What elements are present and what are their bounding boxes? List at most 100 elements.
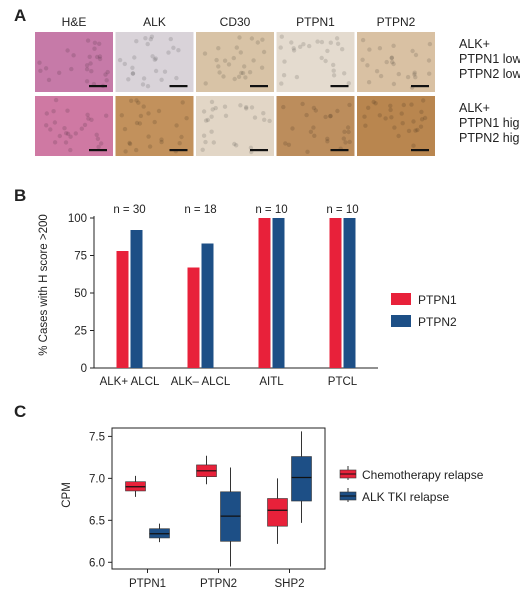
row-label-line: ALK+	[459, 37, 490, 51]
tile-texture	[123, 149, 128, 154]
tile-texture	[88, 61, 93, 66]
histology-tile	[196, 96, 274, 156]
tile-texture	[238, 103, 243, 108]
tile-texture	[130, 65, 135, 71]
tile-texture	[308, 129, 314, 134]
bar-ptpn1	[187, 267, 200, 368]
tile-texture	[325, 139, 330, 144]
bar-chart-ylabel: % Cases with H score >200	[38, 214, 50, 356]
tile-texture	[261, 111, 266, 116]
tile-texture	[366, 105, 371, 111]
tile-texture	[367, 47, 372, 52]
tile-texture	[373, 101, 378, 106]
tile-texture	[298, 44, 303, 49]
tile-texture	[346, 81, 351, 86]
tile-texture	[87, 54, 92, 59]
tile-texture	[221, 74, 226, 79]
tile-texture	[37, 60, 42, 65]
histology-tile	[196, 32, 274, 92]
tile-texture	[134, 147, 139, 153]
tile-texture	[137, 121, 143, 126]
legend-label: ALK TKI relapse	[362, 490, 449, 504]
tile-texture	[325, 48, 330, 54]
tile-texture	[401, 102, 406, 108]
tile-texture	[73, 131, 79, 136]
tile-texture	[127, 141, 133, 147]
y-tick-label: 6.5	[89, 515, 105, 527]
scale-bar	[250, 149, 268, 152]
scale-bar	[330, 85, 349, 88]
row-label-line: PTPN2 low	[459, 67, 520, 81]
tile-texture	[319, 55, 324, 61]
tile-texture	[328, 113, 333, 119]
tile-texture	[383, 116, 388, 121]
tile-texture	[340, 47, 345, 52]
scale-bar	[330, 149, 349, 152]
row-label-line: PTPN1 low	[459, 52, 520, 66]
tile-texture	[244, 105, 249, 110]
tile-texture	[134, 98, 139, 103]
tile-texture	[331, 68, 336, 73]
tile-texture	[145, 41, 150, 47]
histology-tile	[35, 96, 113, 156]
stain-header-3: PTPN1	[296, 15, 335, 29]
tile-texture	[248, 145, 254, 150]
tile-texture	[282, 59, 287, 64]
panel-b-letter: B	[14, 186, 26, 205]
scale-bar	[411, 85, 429, 88]
sample-size-annotation: n = 30	[113, 204, 145, 216]
tile-texture	[342, 71, 347, 76]
y-tick-label: 0	[81, 363, 87, 375]
tile-texture	[214, 57, 219, 63]
tile-texture	[216, 64, 221, 69]
tile-texture	[152, 119, 157, 125]
scale-bar	[169, 85, 188, 88]
scale-bar	[169, 149, 188, 152]
tile-texture	[391, 61, 396, 67]
row-label-line: PTPN1 high	[459, 116, 520, 130]
bar-ptpn2	[130, 230, 143, 368]
tile-texture	[105, 69, 110, 75]
tile-texture	[69, 66, 74, 72]
tile-texture	[335, 108, 340, 114]
tile-texture	[378, 73, 384, 79]
tile-texture	[390, 59, 395, 65]
y-tick-label: 50	[74, 288, 87, 300]
tile-texture	[171, 45, 176, 50]
tile-texture	[419, 117, 425, 122]
bar-chart: % Cases with H score >200 0 25 50 75 100 ALK+…	[38, 204, 457, 388]
tile-texture	[249, 36, 255, 41]
tile-texture	[255, 40, 260, 45]
bar-ptpn2	[343, 218, 356, 368]
tile-texture	[315, 39, 320, 44]
bar-ptpn2	[272, 218, 285, 368]
tile-texture	[156, 108, 162, 114]
histology-tile	[276, 32, 355, 92]
tile-texture	[184, 116, 189, 121]
tile-texture	[159, 137, 164, 142]
tile-texture	[305, 149, 310, 154]
tile-texture	[217, 70, 222, 75]
tile-texture	[143, 36, 148, 41]
tile-texture	[392, 125, 397, 130]
tile-texture	[244, 106, 249, 111]
stain-header-1: ALK	[143, 15, 166, 29]
row-label-line: PTPN2 high	[459, 131, 520, 145]
tile-texture	[388, 107, 393, 113]
tile-texture	[366, 80, 372, 85]
scale-bar	[250, 85, 268, 88]
histology-tile	[357, 96, 435, 156]
tile-texture	[53, 97, 59, 103]
tile-texture	[252, 115, 258, 120]
tile-texture	[92, 40, 98, 45]
tile-texture	[410, 48, 415, 54]
tile-texture	[153, 68, 159, 74]
tile-texture	[331, 62, 336, 68]
tile-texture	[226, 62, 232, 67]
tile-texture	[145, 84, 151, 89]
tile-texture	[343, 140, 348, 145]
tile-texture	[168, 36, 173, 42]
tile-texture	[201, 109, 207, 114]
tile-texture	[406, 128, 412, 134]
